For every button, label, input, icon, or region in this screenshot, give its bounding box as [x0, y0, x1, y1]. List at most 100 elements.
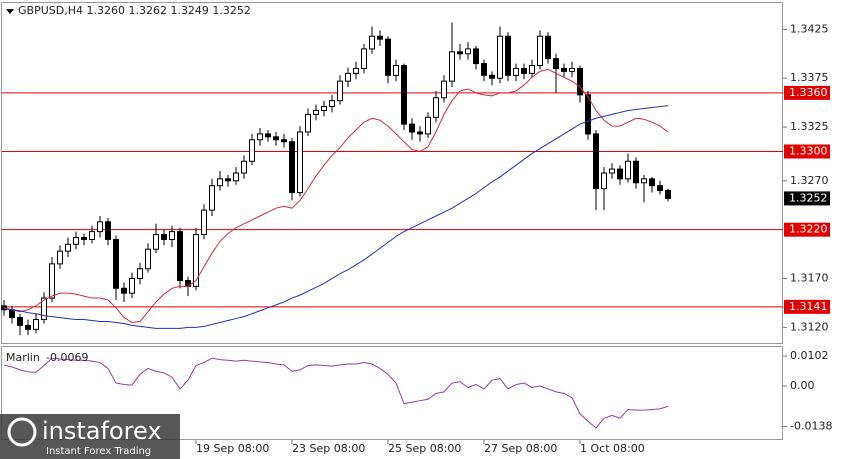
candle-body [97, 221, 103, 233]
candle-body [481, 63, 487, 76]
x-tick-label: 1 Oct 08:00 [580, 442, 645, 455]
level-label: 1.3141 [789, 300, 828, 313]
y-tick-label: 1.3325 [790, 120, 829, 133]
candle-body [665, 190, 671, 199]
candle-body [81, 236, 87, 240]
current-price-label: 1.3252 [789, 191, 828, 204]
current-price-box [784, 191, 830, 206]
candle-body [337, 80, 343, 102]
candle-body [57, 250, 63, 265]
candle-body [601, 172, 607, 190]
indicator-value: -0.0069 [46, 351, 88, 364]
candle-body [289, 141, 295, 194]
y-tick-label: 1.3425 [790, 22, 829, 35]
candle-body [25, 324, 31, 330]
candle-body [201, 209, 207, 236]
level-label: 1.3360 [789, 86, 828, 99]
candle-body [105, 221, 111, 240]
candle-body [641, 178, 647, 184]
watermark-tagline: Instant Forex Trading [46, 446, 151, 457]
y-tick-label: 0.00 [790, 379, 815, 392]
candle-body [561, 67, 567, 72]
candle-body [353, 67, 359, 74]
candle-body [425, 116, 431, 135]
candle-body [305, 113, 311, 133]
candle-body [273, 136, 279, 141]
candle-body [321, 106, 327, 111]
candle-body [41, 297, 47, 321]
level-label-box [784, 222, 830, 237]
candle-body [369, 35, 375, 50]
candle-body [121, 287, 127, 294]
y-tick-label: 0.0102 [790, 349, 829, 362]
candle-body [1, 305, 7, 311]
candle-body [465, 48, 471, 55]
candle-body [393, 65, 399, 76]
candle-body [249, 139, 255, 162]
candle-body [505, 35, 511, 76]
candle-body [489, 74, 495, 79]
candle-body [649, 178, 655, 187]
chart-header: GBPUSD,H4 1.3260 1.3262 1.3249 1.3252 [18, 4, 251, 17]
moving-average [3, 105, 669, 329]
y-tick-label: 1.3270 [790, 174, 829, 187]
candle-body [361, 48, 367, 69]
candle-body [257, 133, 263, 141]
candle-body [9, 309, 15, 319]
candle-body [545, 35, 551, 60]
indicator-frame [1, 346, 783, 440]
candle-body [441, 80, 447, 99]
candle-body [233, 172, 239, 182]
candle-body [281, 139, 287, 143]
candle-body [169, 231, 175, 240]
candle-body [513, 67, 519, 76]
candle-body [377, 35, 383, 40]
candle-body [521, 67, 527, 74]
candle-body [177, 231, 183, 281]
main-frame [1, 2, 783, 344]
candle-body [401, 65, 407, 125]
candle-body [329, 100, 335, 108]
candle-body [49, 263, 55, 299]
y-tick-label: 1.3120 [790, 320, 829, 333]
indicator-name: Marlin [6, 351, 40, 364]
candle-body [313, 109, 319, 115]
y-tick-label: -0.0138 [790, 420, 832, 433]
watermark: instaforex Instant Forex Trading [0, 414, 180, 459]
candle-body [609, 168, 615, 174]
candle-body [225, 178, 231, 182]
level-label-box [784, 85, 830, 100]
watermark-icon [7, 417, 37, 447]
candle-body [449, 51, 455, 82]
moving-average [3, 68, 669, 324]
candle-body [345, 72, 351, 82]
level-label: 1.3220 [789, 223, 828, 236]
plot: 1.3425 1.3375 1.3325 1.3270 1.3170 1.3120 1.33… [1, 22, 832, 455]
candle-body [433, 97, 439, 118]
candle-body [153, 234, 159, 250]
watermark-brand: instaforex [42, 417, 162, 445]
candle-body [553, 58, 559, 69]
candle-body [33, 319, 39, 330]
candle-body [537, 35, 543, 67]
candle-body [209, 185, 215, 211]
candle-body [657, 185, 663, 192]
candle-body [241, 160, 247, 174]
candle-body [265, 133, 271, 138]
candle-body [577, 67, 583, 96]
candle-body [457, 51, 463, 55]
candle-body [625, 160, 631, 180]
x-tick-label: 23 Sep 08:00 [292, 442, 365, 455]
candle-body [73, 236, 79, 245]
candle-body [529, 65, 535, 74]
candle-body [593, 133, 599, 190]
candle-body [297, 131, 303, 194]
candle-body [473, 48, 479, 65]
candle-body [17, 317, 23, 326]
candle-body [65, 243, 71, 252]
candle-body [633, 160, 639, 184]
candle-body [569, 67, 575, 72]
level-label: 1.3300 [789, 145, 828, 158]
menu-arrow [6, 9, 14, 14]
